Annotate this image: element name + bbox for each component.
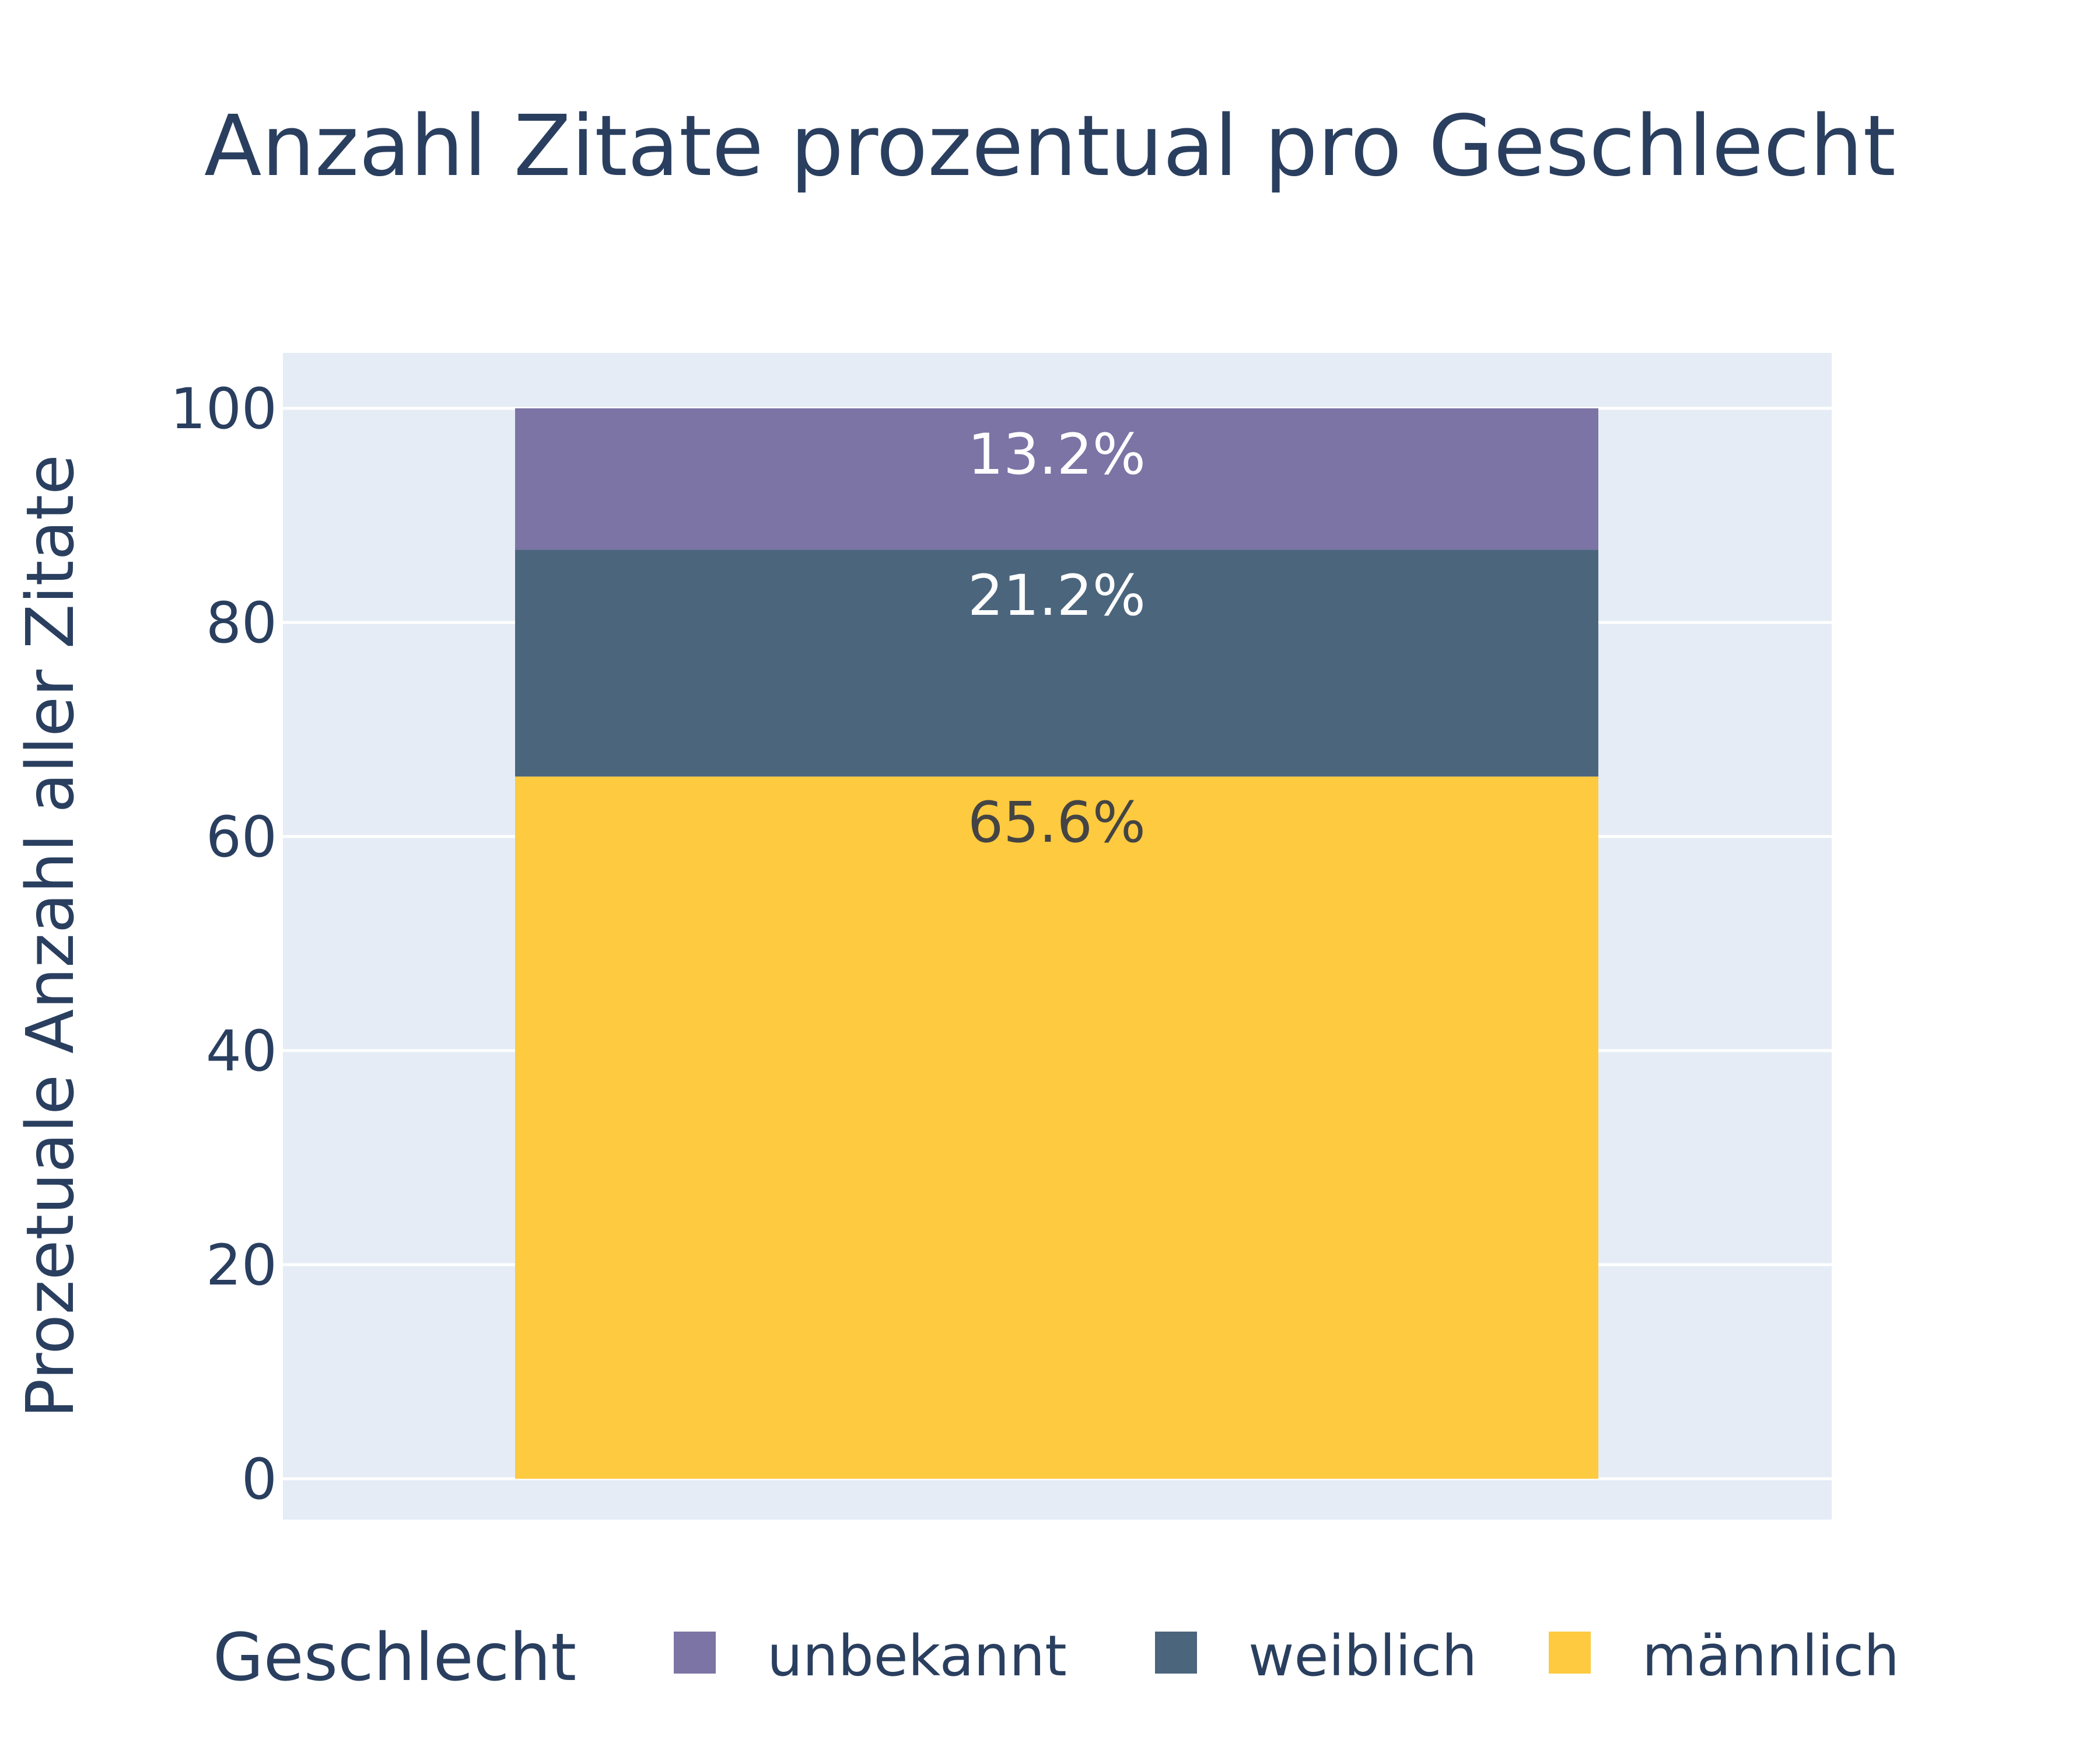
y-tick-label: 60 xyxy=(206,804,277,870)
legend-label: männlich xyxy=(1642,1623,1899,1689)
legend-label: weiblich xyxy=(1248,1623,1477,1689)
legend-swatch xyxy=(1155,1632,1197,1674)
bar-segment xyxy=(515,550,1598,777)
bar-data-label: 13.2% xyxy=(968,422,1146,487)
legend-swatch xyxy=(674,1632,716,1674)
chart-title: Anzahl Zitate prozentual pro Geschlecht xyxy=(204,97,1896,195)
bar-segment xyxy=(515,776,1598,1479)
y-tick-label: 20 xyxy=(206,1233,277,1298)
y-tick-label: 40 xyxy=(206,1019,277,1084)
legend: Geschlecht unbekannt weiblich männlich xyxy=(213,1620,1899,1696)
y-axis-ticks: 0 20 40 60 80 100 xyxy=(170,376,277,1512)
bars xyxy=(515,408,1598,1479)
y-axis-label: Prozetuale Anzahl aller Zitate xyxy=(13,454,89,1418)
bar-data-label: 65.6% xyxy=(968,790,1146,855)
bar-labels: 65.6% 21.2% 13.2% xyxy=(968,422,1146,855)
y-tick-label: 80 xyxy=(206,590,277,656)
y-tick-label: 0 xyxy=(242,1447,277,1512)
legend-label: unbekannt xyxy=(767,1623,1067,1689)
bar-segment xyxy=(515,408,1598,550)
legend-swatch xyxy=(1549,1632,1591,1674)
legend-items: unbekannt weiblich männlich xyxy=(674,1623,1899,1689)
legend-title: Geschlecht xyxy=(213,1620,576,1696)
y-tick-label: 100 xyxy=(170,376,277,442)
bar-data-label: 21.2% xyxy=(968,563,1146,628)
